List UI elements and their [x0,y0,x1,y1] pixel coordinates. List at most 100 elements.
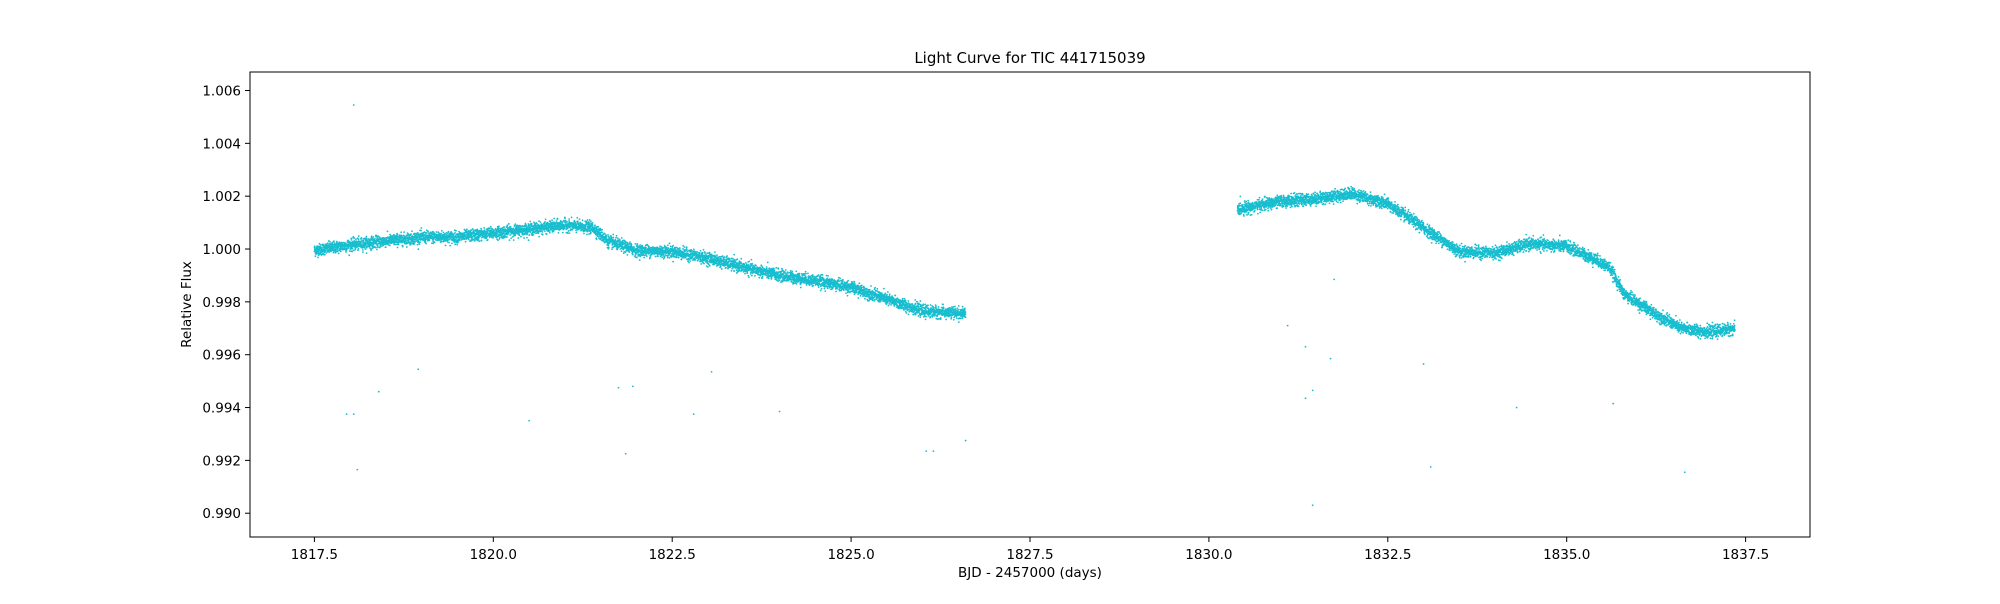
data-point [409,244,412,246]
data-point [758,276,761,279]
data-point [337,252,340,255]
data-point [733,253,736,256]
data-point [781,267,783,270]
data-point [455,229,457,232]
data-point [629,241,631,244]
data-point [612,236,615,239]
data-point [669,252,672,254]
data-point [666,244,669,247]
data-point [529,220,532,223]
data-point [750,274,753,277]
data-point [440,230,443,232]
data-point [770,278,773,280]
data-point [405,239,407,242]
data-point [643,256,646,259]
data-point [544,218,547,221]
data-point [440,240,443,243]
data-point [689,260,691,262]
data-point [706,260,709,263]
data-point [678,247,681,249]
data-point [607,233,609,236]
data-point [595,238,598,241]
data-point [325,252,328,254]
data-point [488,227,491,230]
data-point [698,251,701,254]
data-point [750,258,753,261]
data-point [775,266,778,269]
data-point [318,242,321,245]
data-point [778,279,781,282]
data-point [745,263,748,266]
data-point [530,222,533,225]
data-point [636,242,639,245]
data-point [319,244,322,246]
data-point [442,231,445,234]
data-point [544,221,546,223]
data-point [666,256,669,259]
data-point [667,247,670,250]
data-point [588,219,591,221]
data-point [396,246,399,249]
data-point [798,272,801,275]
data-point [328,244,331,247]
data-point [520,235,522,238]
data-point [734,259,736,262]
data-point [419,241,421,244]
data-point [616,237,619,240]
data-point [506,236,508,238]
data-point [612,233,615,236]
data-point [675,256,678,258]
data-point [784,269,787,271]
data-point [417,232,419,235]
data-point [691,256,694,259]
data-point [711,256,713,259]
data-point [454,232,456,234]
data-point [416,243,419,246]
data-point [375,246,377,249]
data-point [403,231,405,233]
data-point [677,256,680,259]
data-point [370,249,373,252]
data-point [680,257,683,260]
data-point [662,253,665,256]
data-point [736,258,739,261]
data-point [731,257,734,260]
data-point [740,257,743,260]
data-point [575,229,577,232]
data-point [342,241,345,244]
data-point [601,228,603,231]
data-point [368,245,371,248]
data-point [705,253,707,256]
data-point [447,230,450,233]
data-point [401,245,404,248]
data-point [435,231,438,233]
data-point [433,241,436,244]
data-point [397,243,400,246]
data-point [449,244,452,247]
data-point [313,245,316,248]
data-point [702,248,705,251]
data-point [351,247,354,250]
data-point [368,247,371,249]
data-point [545,233,548,236]
data-point [570,216,573,219]
data-point [394,243,397,246]
data-point [795,282,798,285]
data-point [539,221,542,224]
data-point [589,231,592,234]
data-point [405,246,408,248]
data-point [489,225,492,228]
data-point [669,245,672,248]
data-point [746,271,749,273]
data-point [328,250,331,253]
data-point [425,242,427,245]
data-point [382,243,385,246]
data-point [327,240,330,242]
data-point [524,222,527,225]
data-point [324,253,326,256]
data-point [336,250,339,252]
data-point [755,264,757,267]
data-point [766,261,769,264]
data-point [748,276,750,279]
data-point [541,233,544,236]
